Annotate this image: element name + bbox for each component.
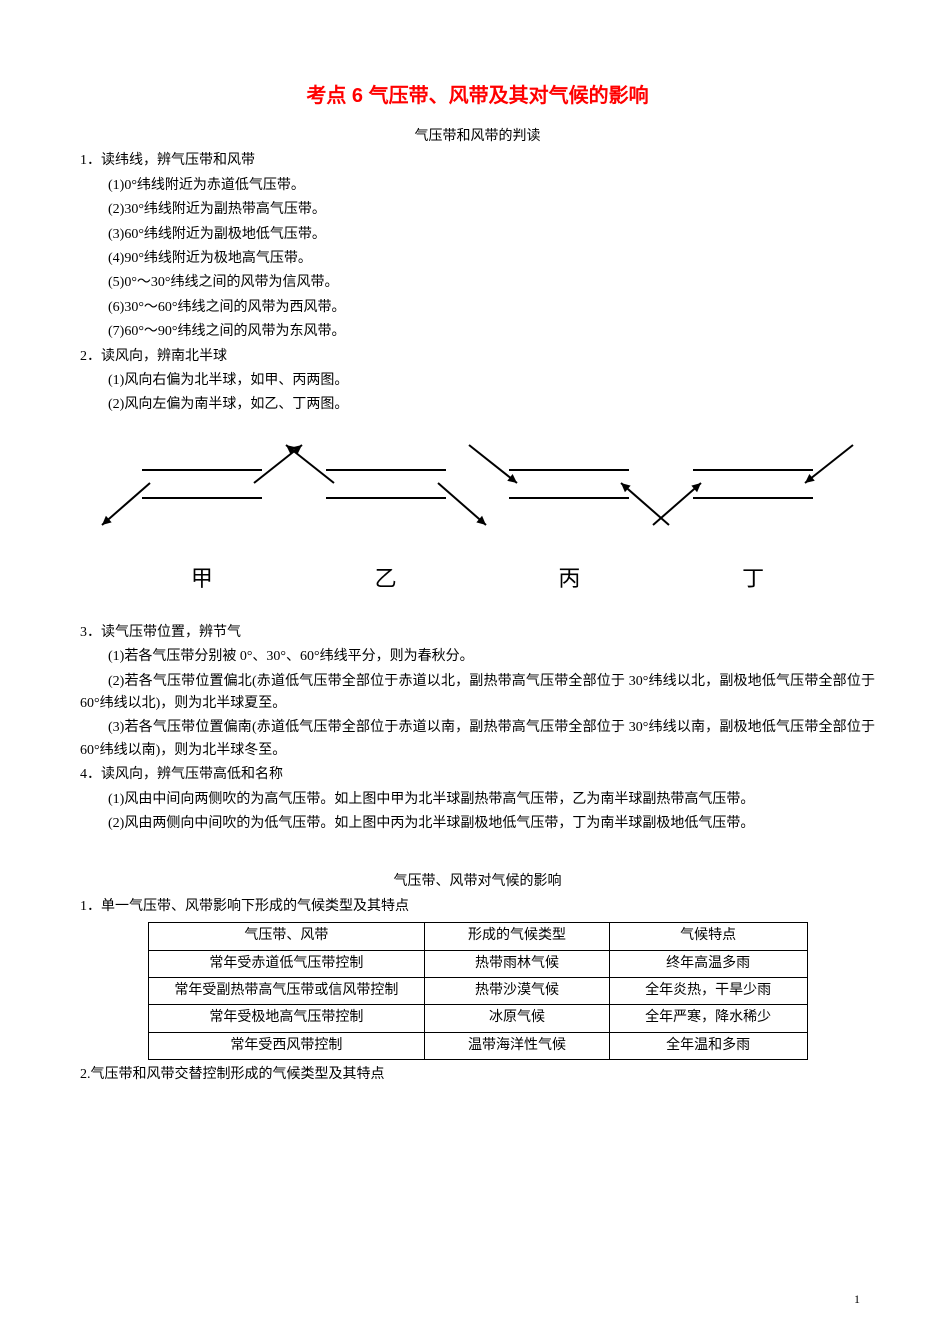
list-item: (1)若各气压带分别被 0°、30°、60°纬线平分，则为春秋分。 <box>80 646 875 668</box>
diagram-cell-yi <box>316 435 456 555</box>
table-cell: 全年严寒，降水稀少 <box>609 1005 807 1032</box>
diagram-label: 乙 <box>316 561 456 596</box>
diagram-label: 丁 <box>683 561 823 596</box>
table-cell: 常年受西风带控制 <box>148 1032 425 1059</box>
table-header-cell: 气候特点 <box>609 923 807 950</box>
arrow-icon <box>132 435 272 555</box>
arrow-icon <box>683 435 823 555</box>
list-item: (2)风向左偏为南半球，如乙、丁两图。 <box>80 394 875 416</box>
intro-line: 气压带和风带的判读 <box>80 126 875 148</box>
table-1-head: 1．单一气压带、风带影响下形成的气候类型及其特点 <box>80 896 875 918</box>
list-item: (2)30°纬线附近为副热带高气压带。 <box>80 199 875 221</box>
section-2-head: 2．读风向，辨南北半球 <box>80 346 875 368</box>
table-header-cell: 形成的气候类型 <box>425 923 610 950</box>
table-cell: 热带沙漠气候 <box>425 977 610 1004</box>
table-row: 常年受极地高气压带控制 冰原气候 全年严寒，降水稀少 <box>148 1005 807 1032</box>
list-item: (2)若各气压带位置偏北(赤道低气压带全部位于赤道以北，副热带高气压带全部位于 … <box>80 671 875 716</box>
table-cell: 全年炎热，干旱少雨 <box>609 977 807 1004</box>
list-item: (3)60°纬线附近为副极地低气压带。 <box>80 224 875 246</box>
list-item: (1)0°纬线附近为赤道低气压带。 <box>80 175 875 197</box>
diagram-row <box>80 435 875 555</box>
list-item: (7)60°～90°纬线之间的风带为东风带。 <box>80 321 875 343</box>
climate-table-1: 气压带、风带 形成的气候类型 气候特点 常年受赤道低气压带控制 热带雨林气候 终… <box>148 922 808 1060</box>
table-cell: 热带雨林气候 <box>425 950 610 977</box>
list-item: (5)0°～30°纬线之间的风带为信风带。 <box>80 272 875 294</box>
table-cell: 常年受副热带高气压带或信风带控制 <box>148 977 425 1004</box>
list-item: (2)风由两侧向中间吹的为低气压带。如上图中丙为北半球副极地低气压带，丁为南半球… <box>80 813 875 835</box>
table-header-row: 气压带、风带 形成的气候类型 气候特点 <box>148 923 807 950</box>
table-2-head: 2.气压带和风带交替控制形成的气候类型及其特点 <box>80 1064 875 1086</box>
table-cell: 温带海洋性气候 <box>425 1032 610 1059</box>
page-number: 1 <box>854 1290 860 1309</box>
table-cell: 终年高温多雨 <box>609 950 807 977</box>
table-header-cell: 气压带、风带 <box>148 923 425 950</box>
table-row: 常年受赤道低气压带控制 热带雨林气候 终年高温多雨 <box>148 950 807 977</box>
section-1-head: 1．读纬线，辨气压带和风带 <box>80 150 875 172</box>
diagram-cell-bing <box>499 435 639 555</box>
table-row: 常年受副热带高气压带或信风带控制 热带沙漠气候 全年炎热，干旱少雨 <box>148 977 807 1004</box>
diagram-cell-ding <box>683 435 823 555</box>
table-row: 常年受西风带控制 温带海洋性气候 全年温和多雨 <box>148 1032 807 1059</box>
arrow-icon <box>499 435 639 555</box>
subsection-title: 气压带、风带对气候的影响 <box>80 871 875 893</box>
section-4-head: 4．读风向，辨气压带高低和名称 <box>80 764 875 786</box>
arrow-icon <box>316 435 456 555</box>
table-cell: 常年受极地高气压带控制 <box>148 1005 425 1032</box>
diagram-label: 甲 <box>132 561 272 596</box>
diagram-label: 丙 <box>499 561 639 596</box>
list-item: (3)若各气压带位置偏南(赤道低气压带全部位于赤道以南，副热带高气压带全部位于 … <box>80 717 875 762</box>
list-item: (6)30°～60°纬线之间的风带为西风带。 <box>80 297 875 319</box>
table-cell: 常年受赤道低气压带控制 <box>148 950 425 977</box>
list-item: (1)风向右偏为北半球，如甲、丙两图。 <box>80 370 875 392</box>
diagram-labels: 甲 乙 丙 丁 <box>80 561 875 596</box>
list-item: (4)90°纬线附近为极地高气压带。 <box>80 248 875 270</box>
section-3-head: 3．读气压带位置，辨节气 <box>80 622 875 644</box>
table-cell: 冰原气候 <box>425 1005 610 1032</box>
diagram-cell-jia <box>132 435 272 555</box>
page-title: 考点 6 气压带、风带及其对气候的影响 <box>80 80 875 112</box>
list-item: (1)风由中间向两侧吹的为高气压带。如上图中甲为北半球副热带高气压带，乙为南半球… <box>80 789 875 811</box>
table-cell: 全年温和多雨 <box>609 1032 807 1059</box>
